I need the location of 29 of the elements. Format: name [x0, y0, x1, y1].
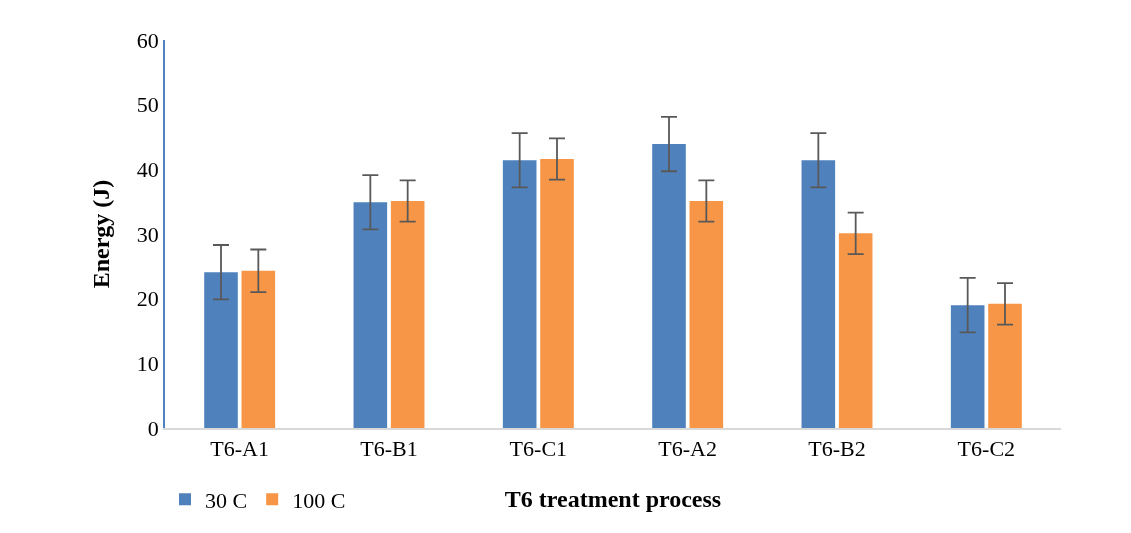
x-tick-label: T6-B1: [360, 436, 418, 462]
y-axis-title: Energy (J): [88, 179, 115, 289]
bar: [353, 202, 388, 428]
bar: [390, 201, 425, 428]
y-tick-label: 10: [136, 351, 159, 377]
y-tick-label: 40: [136, 157, 159, 183]
x-tick-label: T6-A1: [210, 436, 269, 462]
x-axis-title: T6 treatment process: [504, 486, 722, 513]
y-tick-label: 50: [136, 92, 159, 118]
bar: [502, 160, 537, 428]
bar: [204, 272, 238, 428]
bar: [241, 270, 276, 428]
bar: [540, 158, 574, 428]
bar: [950, 305, 985, 428]
y-tick-label: 20: [136, 286, 159, 312]
x-tick-label: T6-C2: [957, 436, 1016, 462]
legend-label: 30 C: [205, 487, 248, 513]
bar: [689, 201, 724, 428]
bar: [801, 160, 836, 428]
y-tick-label: 0: [147, 415, 159, 441]
bar: [652, 144, 686, 428]
x-tick-label: T6-B2: [808, 436, 866, 462]
legend-label: 100 C: [292, 487, 346, 513]
y-tick-label: 60: [136, 27, 159, 53]
bar: [988, 303, 1022, 428]
bar: [838, 233, 873, 428]
x-tick-label: T6-C1: [509, 436, 568, 462]
x-tick-label: T6-A2: [658, 436, 717, 462]
y-tick-label: 30: [136, 221, 159, 247]
